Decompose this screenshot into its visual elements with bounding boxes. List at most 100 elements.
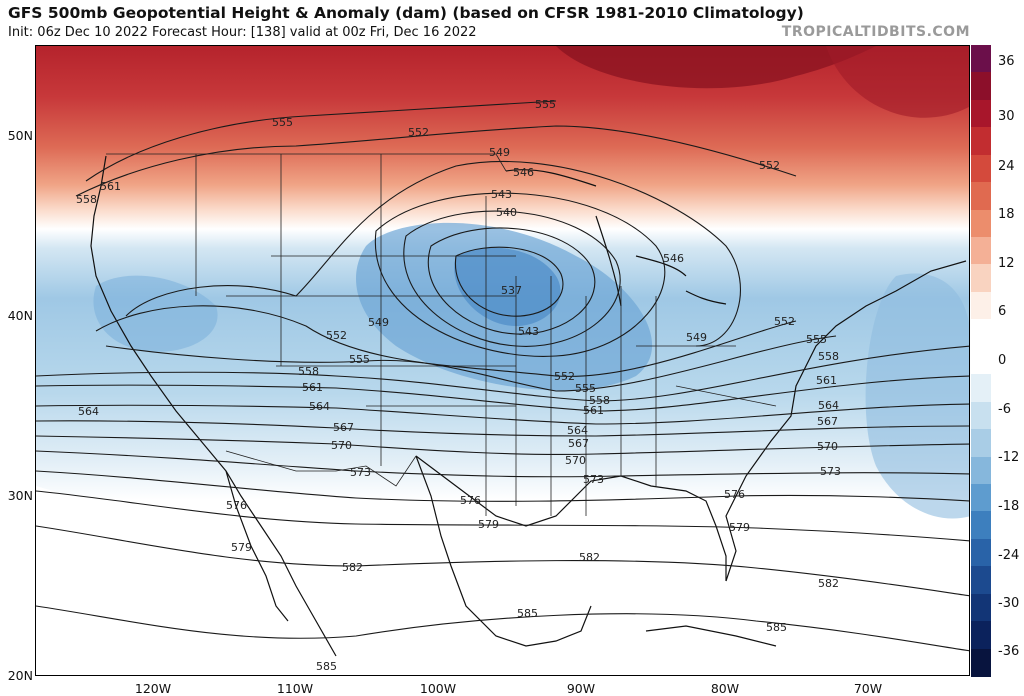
lat-label-50n: 50N bbox=[7, 128, 33, 143]
lon-label-120w: 120W bbox=[134, 681, 172, 696]
colorbar-label: -36 bbox=[998, 644, 1020, 659]
colorbar-segment bbox=[971, 429, 991, 458]
colorbar-label: -24 bbox=[998, 548, 1020, 563]
contour-label: 576 bbox=[724, 488, 745, 501]
contour-label: 582 bbox=[579, 551, 600, 564]
contour-label: 564 bbox=[818, 399, 839, 412]
contour-543 bbox=[403, 210, 621, 347]
contour-labels: 537 540 543 543 546 546 549 549 549 552 … bbox=[76, 98, 841, 673]
contour-label: 552 bbox=[774, 315, 795, 328]
contour-label: 552 bbox=[554, 370, 575, 383]
contour-label: 564 bbox=[567, 424, 588, 437]
map-subtitle: Init: 06z Dec 10 2022 Forecast Hour: [13… bbox=[8, 25, 477, 40]
site-credit: TROPICALTIDBITS.COM bbox=[781, 24, 970, 40]
lon-label-80w: 80W bbox=[710, 681, 740, 696]
contour-label: 558 bbox=[298, 365, 319, 378]
contour-label: 564 bbox=[309, 400, 330, 413]
contour-label: 579 bbox=[729, 521, 750, 534]
canada-border bbox=[106, 153, 507, 172]
colorbar-label: -6 bbox=[998, 402, 1011, 417]
state-lines bbox=[195, 154, 777, 516]
colorbar-label: 36 bbox=[998, 54, 1015, 69]
contour-label: 546 bbox=[513, 166, 534, 179]
contour-label: 582 bbox=[818, 577, 839, 590]
contour-label: 585 bbox=[316, 660, 337, 673]
contour-label: 585 bbox=[766, 621, 787, 634]
cuba bbox=[645, 625, 777, 647]
colorbar-segment bbox=[971, 511, 991, 540]
colorbar-label: 12 bbox=[998, 256, 1015, 271]
colorbar-segment bbox=[971, 237, 991, 266]
contour-label: 549 bbox=[489, 146, 510, 159]
contour-546 bbox=[374, 192, 666, 357]
contour-label: 558 bbox=[818, 350, 839, 363]
lat-label-30n: 30N bbox=[7, 488, 33, 503]
mexico-border bbox=[225, 450, 417, 487]
contour-label: 564 bbox=[78, 405, 99, 418]
contour-label: 561 bbox=[583, 404, 604, 417]
contour-585 bbox=[36, 605, 969, 652]
contour-label: 582 bbox=[342, 561, 363, 574]
contour-label: 561 bbox=[302, 381, 323, 394]
contour-label: 561 bbox=[816, 374, 837, 387]
colorbar-segment bbox=[971, 648, 991, 677]
contour-576 bbox=[36, 470, 969, 502]
map-canvas: 537 540 543 543 546 546 549 549 549 552 … bbox=[36, 46, 969, 675]
colorbar-label: 18 bbox=[998, 207, 1015, 222]
lat-label-40n: 40N bbox=[7, 308, 33, 323]
contour-label: 573 bbox=[350, 466, 371, 479]
ne-red-anomaly bbox=[826, 46, 969, 118]
contour-label: 549 bbox=[686, 331, 707, 344]
contour-label: 558 bbox=[76, 193, 97, 206]
contour-label: 576 bbox=[460, 494, 481, 507]
colorbar-label: -12 bbox=[998, 450, 1020, 465]
contour-555 bbox=[85, 100, 837, 392]
lon-label-90w: 90W bbox=[566, 681, 596, 696]
colorbar-label: 30 bbox=[998, 109, 1015, 124]
colorbar-segment bbox=[971, 99, 991, 128]
colorbar-segment bbox=[971, 346, 991, 375]
contour-label: 549 bbox=[368, 316, 389, 329]
contour-label: 585 bbox=[517, 607, 538, 620]
contour-label: 570 bbox=[565, 454, 586, 467]
mexico-white bbox=[36, 486, 969, 675]
great-lakes bbox=[505, 169, 727, 307]
contour-label: 558 bbox=[589, 394, 610, 407]
contour-label: 567 bbox=[817, 415, 838, 428]
contour-label: 543 bbox=[518, 325, 539, 338]
colorbar-segment bbox=[971, 127, 991, 156]
colorbar-segment bbox=[971, 483, 991, 512]
colorbar-label: 24 bbox=[998, 159, 1015, 174]
contour-567 bbox=[36, 420, 969, 437]
east-coast bbox=[725, 260, 967, 582]
atlantic-blue bbox=[865, 273, 969, 519]
southwest-blue bbox=[93, 275, 218, 352]
west-coast bbox=[90, 155, 337, 657]
contour-label: 543 bbox=[491, 188, 512, 201]
anomaly-colorbar bbox=[971, 45, 991, 677]
colorbar-segment bbox=[971, 621, 991, 650]
colorbar-segment bbox=[971, 566, 991, 595]
colorbar-segment bbox=[971, 291, 991, 320]
contour-561 bbox=[36, 375, 969, 412]
weather-map: 537 540 543 543 546 546 549 549 549 552 … bbox=[35, 45, 970, 676]
mexico-gulf-coast bbox=[415, 455, 592, 647]
colorbar-label: -18 bbox=[998, 499, 1020, 514]
contour-label: 573 bbox=[820, 465, 841, 478]
lat-label-20n: 20N bbox=[7, 668, 33, 683]
contour-570 bbox=[36, 435, 969, 455]
colorbar-label: 0 bbox=[998, 353, 1007, 368]
contour-label: 567 bbox=[333, 421, 354, 434]
contour-537 bbox=[454, 246, 564, 317]
contour-label: 555 bbox=[272, 116, 293, 129]
contour-label: 552 bbox=[408, 126, 429, 139]
contour-label: 579 bbox=[231, 541, 252, 554]
contour-label: 567 bbox=[568, 437, 589, 450]
contour-label: 552 bbox=[759, 159, 780, 172]
contour-label: 540 bbox=[496, 206, 517, 219]
height-contours bbox=[36, 100, 969, 652]
contour-label: 573 bbox=[583, 473, 604, 486]
contour-label: 561 bbox=[100, 180, 121, 193]
colorbar-label: 6 bbox=[998, 304, 1007, 319]
colorbar-segment bbox=[971, 593, 991, 622]
